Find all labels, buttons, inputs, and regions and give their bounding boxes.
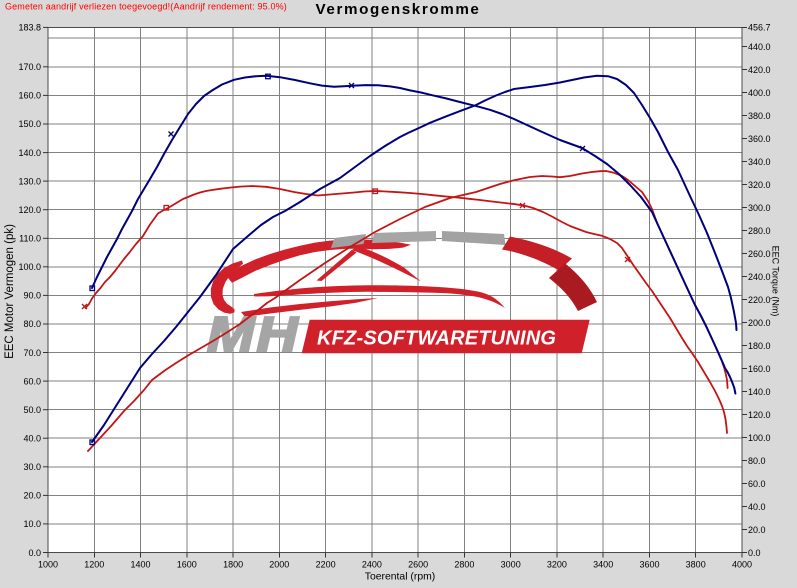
svg-text:440.0: 440.0 xyxy=(748,42,771,52)
svg-text:2000: 2000 xyxy=(269,560,289,570)
svg-text:110.0: 110.0 xyxy=(19,234,41,244)
svg-text:MH: MH xyxy=(207,308,300,362)
svg-text:360.0: 360.0 xyxy=(748,134,771,144)
svg-text:90.0: 90.0 xyxy=(23,291,41,301)
svg-text:3200: 3200 xyxy=(547,560,567,570)
svg-text:200.0: 200.0 xyxy=(748,318,771,328)
svg-text:70.0: 70.0 xyxy=(23,348,41,358)
svg-text:140.0: 140.0 xyxy=(748,387,771,397)
svg-text:10.0: 10.0 xyxy=(23,519,41,529)
svg-text:3400: 3400 xyxy=(593,560,613,570)
svg-text:80.0: 80.0 xyxy=(748,456,766,466)
svg-text:40.0: 40.0 xyxy=(23,434,41,444)
svg-text:2400: 2400 xyxy=(362,560,382,570)
svg-text:0.0: 0.0 xyxy=(748,548,761,558)
svg-text:140.0: 140.0 xyxy=(18,148,41,158)
svg-text:1600: 1600 xyxy=(177,560,197,570)
svg-text:120.0: 120.0 xyxy=(18,205,41,215)
svg-text:2600: 2600 xyxy=(408,560,428,570)
svg-text:400.0: 400.0 xyxy=(748,88,771,98)
svg-text:100.0: 100.0 xyxy=(18,262,41,272)
svg-text:150.0: 150.0 xyxy=(18,119,41,129)
svg-text:280.0: 280.0 xyxy=(748,226,771,236)
svg-text:60.0: 60.0 xyxy=(23,376,41,386)
svg-text:40.0: 40.0 xyxy=(748,502,766,512)
svg-text:30.0: 30.0 xyxy=(23,462,41,472)
svg-text:Vermogenskromme: Vermogenskromme xyxy=(316,1,481,18)
svg-text:EEC Torque (Nm): EEC Torque (Nm) xyxy=(771,246,781,317)
svg-text:1000: 1000 xyxy=(38,560,58,570)
svg-text:300.0: 300.0 xyxy=(748,203,771,213)
svg-text:420.0: 420.0 xyxy=(748,65,771,75)
svg-text:3000: 3000 xyxy=(501,560,521,570)
svg-text:3800: 3800 xyxy=(686,560,706,570)
svg-text:340.0: 340.0 xyxy=(748,157,771,167)
svg-text:220.0: 220.0 xyxy=(748,295,771,305)
svg-text:130.0: 130.0 xyxy=(18,176,41,186)
svg-text:EEC Motor Vermogen (pk): EEC Motor Vermogen (pk) xyxy=(4,224,16,359)
svg-text:1800: 1800 xyxy=(223,560,243,570)
svg-text:170.0: 170.0 xyxy=(18,62,41,72)
svg-text:180.0: 180.0 xyxy=(748,341,771,351)
svg-text:260.0: 260.0 xyxy=(748,249,771,259)
svg-text:3600: 3600 xyxy=(639,560,659,570)
svg-text:Toerental (rpm): Toerental (rpm) xyxy=(365,572,435,583)
svg-text:0.0: 0.0 xyxy=(28,548,41,558)
svg-text:120.0: 120.0 xyxy=(748,410,771,420)
svg-text:2800: 2800 xyxy=(454,560,474,570)
svg-text:320.0: 320.0 xyxy=(748,180,771,190)
svg-text:Gemeten aandrijf verliezen toe: Gemeten aandrijf verliezen toegevoegd!(A… xyxy=(5,2,287,12)
svg-text:1400: 1400 xyxy=(130,560,150,570)
svg-text:KFZ-SOFTWARETUNING: KFZ-SOFTWARETUNING xyxy=(317,328,556,350)
svg-text:4000: 4000 xyxy=(732,560,752,570)
svg-text:20.0: 20.0 xyxy=(23,491,41,501)
svg-text:50.0: 50.0 xyxy=(23,405,41,415)
svg-text:60.0: 60.0 xyxy=(748,479,766,489)
svg-text:100.0: 100.0 xyxy=(748,433,771,443)
svg-text:160.0: 160.0 xyxy=(18,91,41,101)
svg-text:183.8: 183.8 xyxy=(18,23,41,33)
svg-text:456.7: 456.7 xyxy=(748,23,771,33)
svg-text:160.0: 160.0 xyxy=(748,364,771,374)
svg-text:1200: 1200 xyxy=(84,560,104,570)
svg-text:2200: 2200 xyxy=(316,560,336,570)
svg-text:380.0: 380.0 xyxy=(748,111,771,121)
svg-text:80.0: 80.0 xyxy=(23,319,41,329)
svg-text:20.0: 20.0 xyxy=(748,525,766,535)
svg-text:240.0: 240.0 xyxy=(748,272,771,282)
